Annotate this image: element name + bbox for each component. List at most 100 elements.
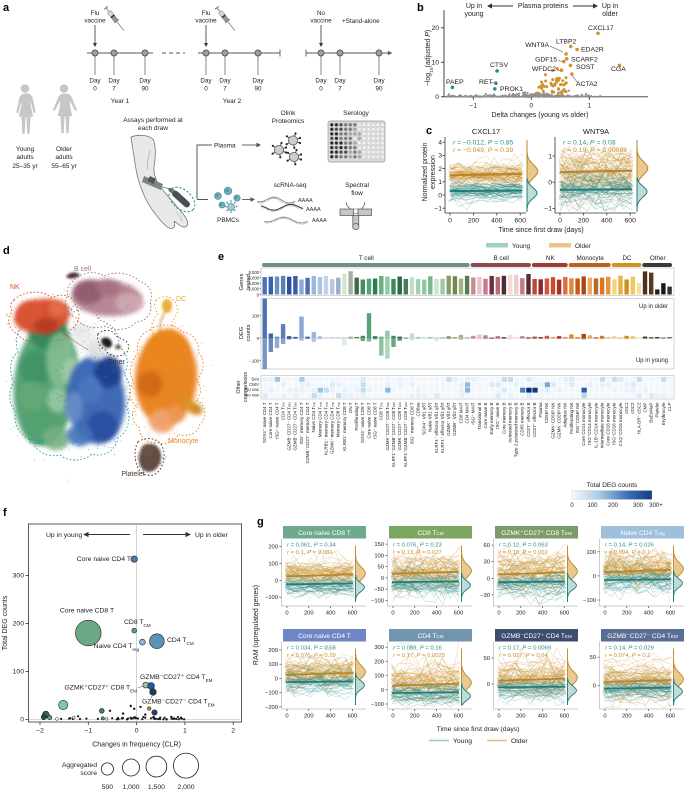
svg-text:Core naive CD8 T: Core naive CD8 T — [60, 608, 114, 615]
svg-text:IL-1B⁺CD14 monocyte: IL-1B⁺CD14 monocyte — [593, 402, 598, 448]
svg-text:Day: Day — [219, 78, 231, 85]
svg-text:1,500: 1,500 — [148, 784, 165, 791]
svg-text:r = 0.076, P = 0.23: r = 0.076, P = 0.23 — [393, 543, 443, 549]
svg-text:0: 0 — [548, 180, 552, 187]
svg-text:400: 400 — [326, 611, 336, 617]
svg-text:Up in young: Up in young — [46, 532, 82, 539]
svg-text:Other: Other — [107, 359, 125, 366]
svg-text:1,000: 1,000 — [122, 784, 139, 791]
svg-text:100: 100 — [587, 503, 598, 509]
svg-text:−30: −30 — [480, 593, 490, 599]
svg-text:400: 400 — [644, 714, 654, 720]
svg-text:SOX4⁺ naive CD8 T: SOX4⁺ naive CD8 T — [360, 402, 365, 443]
svg-text:vaccine: vaccine — [310, 18, 332, 25]
svg-text:e: e — [218, 251, 224, 263]
svg-text:25–35 yr: 25–35 yr — [12, 163, 38, 170]
svg-text:GZMB⁻CD27⁺ CD4 TEM: GZMB⁻CD27⁺ CD4 TEM — [501, 633, 572, 640]
svg-text:Time since first draw (days): Time since first draw (days) — [498, 227, 583, 234]
svg-text:older: older — [602, 11, 618, 18]
svg-text:Sex: Sex — [251, 376, 260, 381]
svg-text:600: 600 — [348, 611, 358, 617]
svg-text:200: 200 — [516, 714, 526, 720]
svg-text:CD8 MAIT: CD8 MAIT — [458, 402, 463, 423]
svg-text:flow: flow — [351, 190, 363, 197]
svg-text:200: 200 — [410, 714, 420, 720]
svg-text:Spectral: Spectral — [345, 182, 369, 189]
svg-text:0: 0 — [497, 714, 500, 720]
svg-text:Normalized protein: Normalized protein — [422, 143, 429, 202]
svg-text:r = −0.012, P = 0.85: r = −0.012, P = 0.85 — [453, 140, 514, 147]
svg-text:−100: −100 — [250, 358, 260, 363]
svg-text:T cell: T cell — [28, 439, 45, 446]
svg-text:300: 300 — [13, 573, 25, 580]
svg-text:0: 0 — [487, 576, 490, 582]
svg-text:300: 300 — [633, 503, 644, 509]
svg-text:Core naive CD8 T: Core naive CD8 T — [366, 402, 371, 438]
svg-text:0: 0 — [319, 86, 323, 93]
svg-text:20: 20 — [431, 25, 439, 32]
svg-text:50: 50 — [484, 656, 490, 662]
svg-text:CMP: CMP — [642, 403, 647, 413]
svg-text:ISG⁺ naive CD4 T: ISG⁺ naive CD4 T — [274, 402, 279, 439]
svg-text:CLP: CLP — [667, 403, 672, 412]
svg-text:Naive CD4 Treg: Naive CD4 Treg — [311, 402, 316, 432]
svg-text:1: 1 — [183, 728, 187, 735]
svg-text:Serology: Serology — [343, 110, 369, 117]
svg-text:0: 0 — [135, 728, 139, 735]
svg-text:ISG⁺ naive B: ISG⁺ naive B — [495, 403, 500, 429]
svg-text:−1: −1 — [434, 206, 442, 213]
svg-text:f: f — [3, 507, 7, 519]
svg-text:2,000: 2,000 — [177, 784, 194, 791]
svg-text:CXCL17: CXCL17 — [588, 25, 614, 32]
svg-text:Core naive CD4 T: Core naive CD4 T — [298, 633, 351, 640]
svg-text:PBMCs: PBMCs — [217, 217, 240, 224]
svg-text:CD8 TCM: CD8 TCM — [379, 402, 384, 420]
svg-text:50: 50 — [378, 565, 384, 571]
svg-text:400: 400 — [644, 611, 654, 617]
svg-text:0: 0 — [391, 714, 394, 720]
svg-text:Plasma proteins: Plasma proteins — [518, 3, 569, 10]
svg-text:CD27⁻ effector B: CD27⁻ effector B — [526, 403, 531, 437]
svg-text:Core naive CD4 T: Core naive CD4 T — [77, 556, 131, 563]
svg-text:Young: Young — [512, 243, 531, 250]
svg-text:400: 400 — [432, 611, 442, 617]
svg-text:counts: counts — [246, 324, 252, 341]
svg-text:r = 0.034, P = 0.58: r = 0.034, P = 0.58 — [287, 646, 337, 652]
svg-text:300+: 300+ — [649, 503, 663, 509]
svg-text:CD95 memory B: CD95 memory B — [520, 403, 525, 436]
svg-text:Plasma: Plasma — [538, 402, 543, 418]
svg-text:+Stand-alone: +Stand-alone — [342, 18, 380, 25]
svg-text:LTBP2: LTBP2 — [556, 39, 576, 46]
svg-text:GZMK⁺CD27⁺ CD8 TEM: GZMK⁺CD27⁺ CD8 TEM — [501, 530, 572, 537]
svg-text:each draw: each draw — [138, 125, 168, 132]
svg-text:300: 300 — [374, 645, 384, 651]
svg-text:GZMK⁻CD27⁺ CD8 TEM: GZMK⁻CD27⁺ CD8 TEM — [397, 402, 402, 450]
svg-text:Older: Older — [511, 738, 528, 745]
svg-text:vaccine: vaccine — [84, 18, 106, 25]
svg-text:KLRF1⁻ effector Vδ1 γδT: KLRF1⁻ effector Vδ1 γδT — [434, 402, 439, 453]
svg-text:CXCL17: CXCL17 — [472, 127, 500, 136]
svg-text:r = −0.049, P = 0.39: r = −0.049, P = 0.39 — [453, 147, 514, 154]
svg-text:Older: Older — [56, 146, 73, 153]
svg-text:400: 400 — [538, 611, 548, 617]
svg-text:600: 600 — [560, 714, 570, 720]
svg-text:r = 0.061, P = 0.34: r = 0.061, P = 0.34 — [287, 543, 337, 549]
svg-text:Naive CD4 Treg: Naive CD4 Treg — [620, 530, 665, 537]
svg-text:0: 0 — [529, 102, 533, 109]
svg-text:GZMK⁺ Vδ2 γδT: GZMK⁺ Vδ2 γδT — [446, 402, 451, 436]
svg-text:Core naive B: Core naive B — [483, 403, 488, 429]
svg-text:No: No — [317, 10, 326, 17]
svg-text:100: 100 — [374, 553, 384, 559]
svg-text:1: 1 — [548, 153, 552, 160]
svg-text:CD8aa: CD8aa — [415, 402, 420, 417]
svg-text:200: 200 — [374, 659, 384, 665]
svg-text:Year 1: Year 1 — [111, 98, 130, 105]
svg-text:cDC1: cDC1 — [624, 402, 629, 414]
svg-text:0: 0 — [275, 676, 278, 682]
svg-text:Day: Day — [373, 78, 385, 85]
svg-text:ISG⁺ MAIT: ISG⁺ MAIT — [471, 402, 476, 424]
svg-text:2: 2 — [231, 728, 235, 735]
svg-text:PROK1: PROK1 — [500, 86, 523, 93]
svg-text:Plasma: Plasma — [214, 143, 236, 150]
svg-text:−100: −100 — [583, 598, 596, 604]
